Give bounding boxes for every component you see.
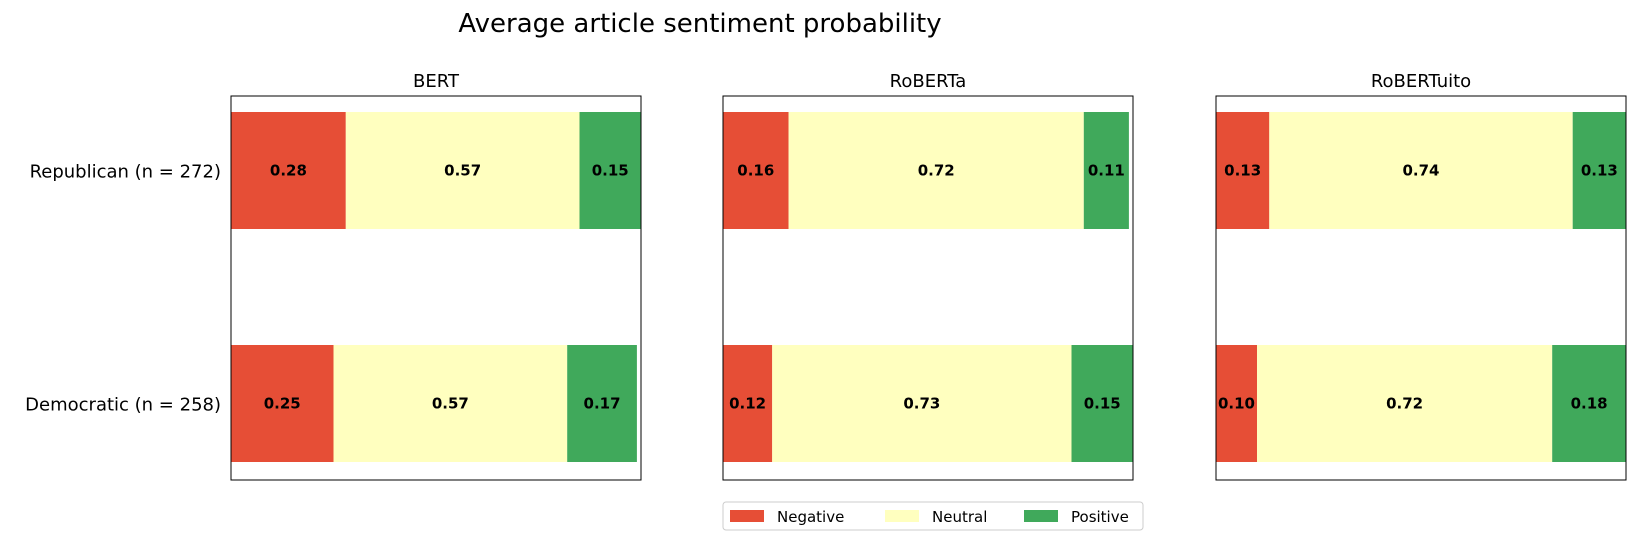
data-label: 0.57 bbox=[444, 162, 481, 180]
bar-neutral-republican bbox=[1269, 112, 1573, 229]
bar-positive-republican bbox=[1572, 112, 1626, 229]
legend-frame bbox=[722, 501, 1144, 531]
panel-bert: BERT 0.28 0.57 0.15 0.25 0.57 0.17 bbox=[230, 71, 642, 481]
bar-negative-democratic bbox=[231, 345, 334, 462]
panel-frame bbox=[1215, 95, 1627, 481]
data-label: 0.10 bbox=[1218, 395, 1255, 413]
panel-frame bbox=[722, 95, 1134, 481]
bar-neutral-democratic bbox=[1257, 345, 1553, 462]
bar-positive-republican bbox=[579, 112, 641, 229]
data-label: 0.18 bbox=[1571, 395, 1608, 413]
data-label: 0.74 bbox=[1402, 162, 1439, 180]
panel-title: BERT bbox=[413, 71, 460, 92]
bar-positive-democratic bbox=[1552, 345, 1626, 462]
panel-title: RoBERTa bbox=[890, 71, 967, 92]
data-label: 0.25 bbox=[264, 395, 301, 413]
data-label: 0.15 bbox=[1084, 395, 1121, 413]
legend-label-positive: Positive bbox=[1071, 508, 1129, 526]
legend-swatch-negative bbox=[730, 510, 764, 522]
bar-negative-republican bbox=[231, 112, 346, 229]
bar-neutral-democratic bbox=[333, 345, 568, 462]
bar-positive-republican bbox=[1083, 112, 1129, 229]
bar-neutral-democratic bbox=[772, 345, 1072, 462]
bar-negative-democratic bbox=[723, 345, 773, 462]
data-label: 0.11 bbox=[1088, 162, 1125, 180]
bar-negative-republican bbox=[1216, 112, 1270, 229]
bar-negative-democratic bbox=[1216, 345, 1257, 462]
data-label: 0.13 bbox=[1581, 162, 1618, 180]
data-label: 0.13 bbox=[1224, 162, 1261, 180]
bar-positive-democratic bbox=[1071, 345, 1133, 462]
data-label: 0.72 bbox=[918, 162, 955, 180]
data-label: 0.28 bbox=[270, 162, 307, 180]
bar-negative-republican bbox=[723, 112, 789, 229]
y-tick-label: Democratic (n = 258) bbox=[25, 395, 221, 416]
legend-swatch-positive bbox=[1024, 510, 1058, 522]
legend-label-neutral: Neutral bbox=[932, 508, 987, 526]
panel-frame bbox=[230, 95, 642, 481]
y-tick-label: Republican (n = 272) bbox=[30, 162, 221, 183]
data-label: 0.16 bbox=[737, 162, 774, 180]
bar-positive-democratic bbox=[567, 345, 637, 462]
data-label: 0.57 bbox=[432, 395, 469, 413]
bar-neutral-republican bbox=[788, 112, 1084, 229]
panel-roberta: RoBERTa 0.16 0.72 0.11 0.12 0.73 0.15 bbox=[722, 71, 1134, 481]
data-label: 0.17 bbox=[584, 395, 621, 413]
legend: Negative Neutral Positive bbox=[722, 501, 1144, 531]
panel-title: RoBERTuito bbox=[1371, 71, 1471, 92]
legend-label-negative: Negative bbox=[777, 508, 844, 526]
bar-neutral-republican bbox=[345, 112, 580, 229]
data-label: 0.12 bbox=[729, 395, 766, 413]
data-label: 0.15 bbox=[592, 162, 629, 180]
y-axis-labels: Republican (n = 272) Democratic (n = 258) bbox=[25, 162, 221, 416]
data-label: 0.72 bbox=[1386, 395, 1423, 413]
panels: BERT 0.28 0.57 0.15 0.25 0.57 0.17 RoBERTa 0.16 0… bbox=[230, 71, 1627, 481]
chart-title: Average article sentiment probability bbox=[458, 9, 941, 39]
data-label: 0.73 bbox=[903, 395, 940, 413]
legend-swatch-neutral bbox=[885, 510, 919, 522]
panel-robertuito: RoBERTuito 0.13 0.74 0.13 0.10 0.72 0.18 bbox=[1215, 71, 1627, 481]
